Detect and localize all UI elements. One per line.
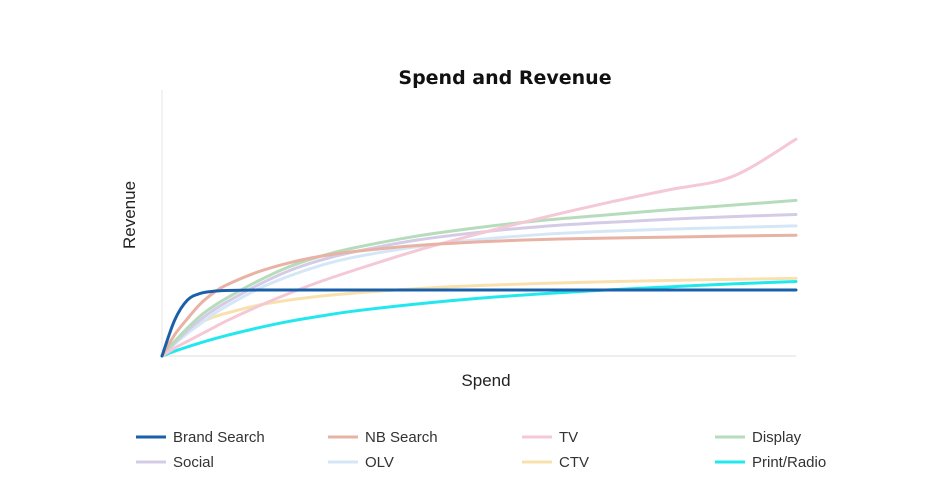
y-axis-label: Revenue xyxy=(120,181,139,249)
series-line-nb-search xyxy=(160,233,798,358)
legend-item-tv: TV xyxy=(522,429,578,446)
legend-item-ctv: CTV xyxy=(522,454,589,471)
series-line-tv xyxy=(160,137,798,358)
legend-item-olv: OLV xyxy=(328,454,394,471)
series-line-display xyxy=(160,198,798,358)
series-layer xyxy=(160,137,798,358)
x-axis-label: Spend xyxy=(461,371,510,390)
legend-item-social: Social xyxy=(136,454,214,471)
legend-label: OLV xyxy=(365,454,394,471)
legend: Brand Search NB Search TV Display Social OLV C… xyxy=(136,429,826,471)
legend-label: Social xyxy=(173,454,214,471)
legend-item-print-radio: Print/Radio xyxy=(715,454,826,471)
legend-item-nb-search: NB Search xyxy=(328,429,438,446)
legend-item-display: Display xyxy=(715,429,802,446)
legend-label: Display xyxy=(752,429,802,446)
legend-label: TV xyxy=(559,429,578,446)
series-line-olv xyxy=(160,224,798,358)
series-line-brand-search xyxy=(160,288,798,358)
legend-label: CTV xyxy=(559,454,589,471)
legend-label: Brand Search xyxy=(173,429,265,446)
legend-item-brand-search: Brand Search xyxy=(136,429,265,446)
series-line-social xyxy=(160,212,798,358)
legend-label: NB Search xyxy=(365,429,438,446)
legend-label: Print/Radio xyxy=(752,454,826,471)
series-line-print-radio xyxy=(160,280,798,358)
chart-title: Spend and Revenue xyxy=(398,67,611,89)
